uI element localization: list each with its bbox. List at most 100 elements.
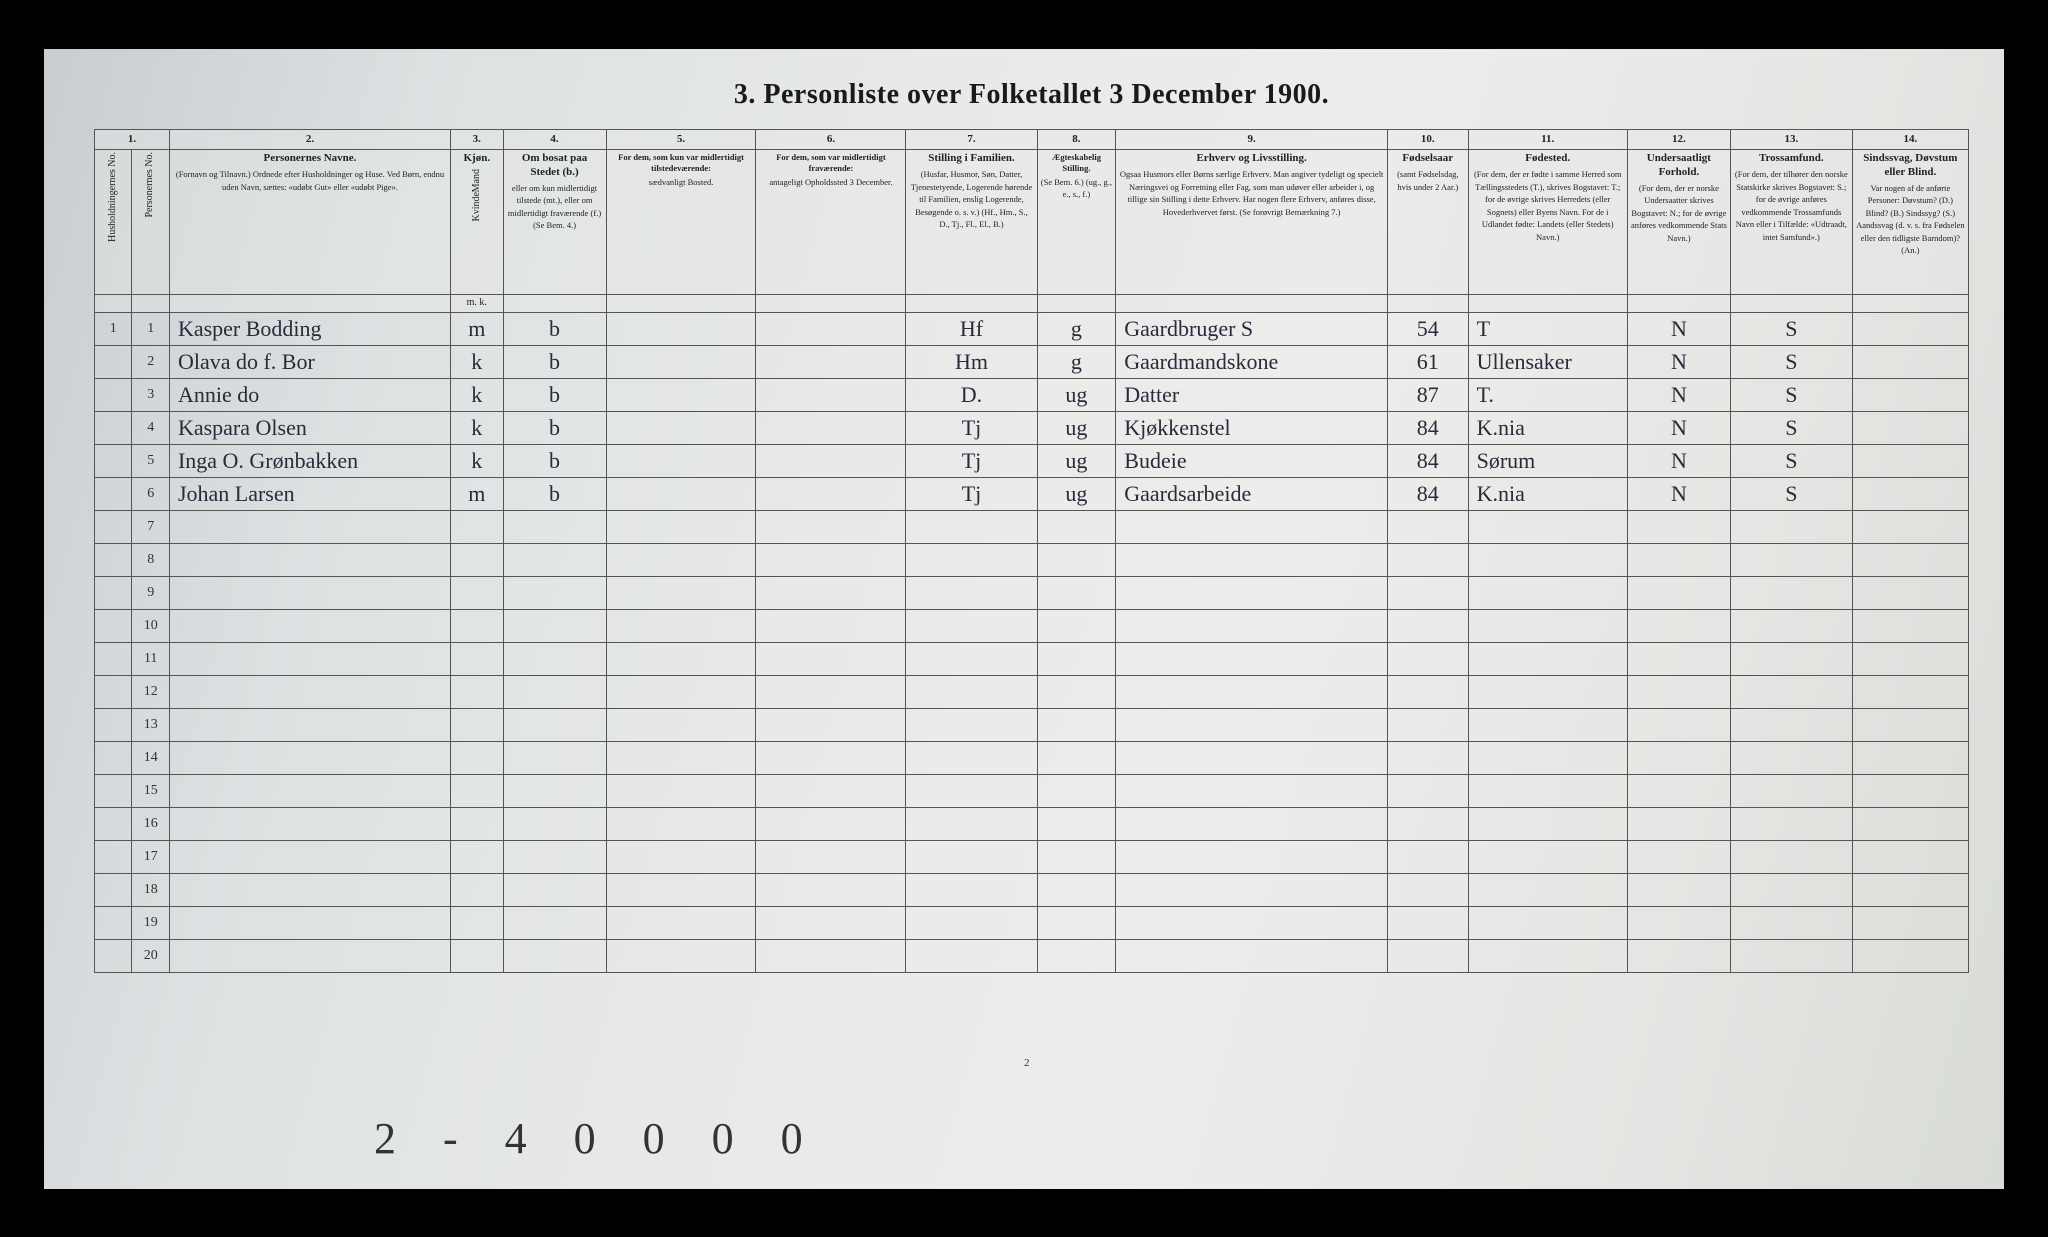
cell-empty <box>756 939 906 972</box>
cell-empty <box>1730 807 1852 840</box>
hdr-family-position: Stilling i Familien. (Husfar, Husmor, Sø… <box>906 150 1037 295</box>
cell-empty <box>606 741 756 774</box>
colnum-6: 6. <box>756 129 906 150</box>
cell-empty <box>1730 609 1852 642</box>
cell-empty <box>1852 840 1968 873</box>
cell-empty <box>606 708 756 741</box>
cell-empty <box>1037 642 1116 675</box>
cell-occ: Gaardsarbeide <box>1116 477 1388 510</box>
cell-empty <box>1116 609 1388 642</box>
colnum-7: 7. <box>906 129 1037 150</box>
table-row-empty: 17 <box>95 840 1969 873</box>
cell-empty <box>756 906 906 939</box>
cell-empty <box>1037 873 1116 906</box>
cell-empty <box>95 543 132 576</box>
cell-hh <box>95 444 132 477</box>
table-row-empty: 18 <box>95 873 1969 906</box>
cell-occ: Datter <box>1116 378 1388 411</box>
table-row: 11Kasper BoddingmbHfgGaardbruger S54TNS <box>95 312 1969 345</box>
cell-empty <box>169 873 450 906</box>
cell-born: 54 <box>1388 312 1469 345</box>
cell-empty <box>1388 939 1469 972</box>
cell-empty <box>451 840 503 873</box>
cell-empty <box>1627 708 1730 741</box>
colnum-1: 1. <box>95 129 170 150</box>
cell-empty <box>1627 609 1730 642</box>
table-row-empty: 9 <box>95 576 1969 609</box>
colnum-11: 11. <box>1468 129 1627 150</box>
cell-away <box>606 312 756 345</box>
cell-dis <box>1852 378 1968 411</box>
cell-empty <box>756 807 906 840</box>
cell-empty <box>451 774 503 807</box>
cell-empty <box>1468 708 1627 741</box>
table-row-empty: 20 <box>95 939 1969 972</box>
cell-away <box>606 378 756 411</box>
cell-absent <box>756 312 906 345</box>
cell-empty <box>169 807 450 840</box>
hdr-marital: Ægteskabelig Stilling. (Se Bem. 6.) (ug.… <box>1037 150 1116 295</box>
cell-empty <box>1627 510 1730 543</box>
cell-empty <box>606 774 756 807</box>
cell-away <box>606 444 756 477</box>
cell-birthplace: T. <box>1468 378 1627 411</box>
cell-empty <box>1116 906 1388 939</box>
cell-empty: 7 <box>132 510 169 543</box>
table-row-empty: 15 <box>95 774 1969 807</box>
cell-empty <box>451 609 503 642</box>
cell-empty <box>1468 642 1627 675</box>
cell-empty: 11 <box>132 642 169 675</box>
cell-empty <box>756 873 906 906</box>
cell-empty <box>169 510 450 543</box>
cell-empty <box>169 609 450 642</box>
cell-rel: S <box>1730 411 1852 444</box>
cell-empty <box>1627 906 1730 939</box>
cell-empty <box>606 576 756 609</box>
colnum-9: 9. <box>1116 129 1388 150</box>
cell-empty: 18 <box>132 873 169 906</box>
hdr-disability: Sindssvag, Døvstum eller Blind. Var noge… <box>1852 150 1968 295</box>
cell-empty <box>95 840 132 873</box>
cell-empty <box>95 642 132 675</box>
cell-empty <box>451 708 503 741</box>
cell-away <box>606 477 756 510</box>
cell-empty <box>1037 675 1116 708</box>
cell-empty <box>1852 510 1968 543</box>
cell-sex: m <box>451 312 503 345</box>
cell-name: Johan Larsen <box>169 477 450 510</box>
cell-empty <box>1730 873 1852 906</box>
cell-empty <box>1037 939 1116 972</box>
cell-empty <box>906 774 1037 807</box>
cell-empty <box>606 873 756 906</box>
cell-empty <box>503 741 606 774</box>
cell-empty: 10 <box>132 609 169 642</box>
cell-empty <box>95 708 132 741</box>
cell-res: b <box>503 444 606 477</box>
cell-empty <box>1730 939 1852 972</box>
cell-fam: Tj <box>906 477 1037 510</box>
cell-empty <box>1037 576 1116 609</box>
cell-empty <box>606 840 756 873</box>
cell-empty <box>1468 576 1627 609</box>
cell-empty <box>169 675 450 708</box>
cell-empty <box>1116 576 1388 609</box>
colnum-8: 8. <box>1037 129 1116 150</box>
cell-empty <box>1116 708 1388 741</box>
cell-fam: Hm <box>906 345 1037 378</box>
census-page: 3. Personliste over Folketallet 3 Decemb… <box>44 49 2004 1189</box>
cell-empty <box>1730 675 1852 708</box>
cell-sex: k <box>451 345 503 378</box>
cell-mar: ug <box>1037 477 1116 510</box>
cell-birthplace: Ullensaker <box>1468 345 1627 378</box>
cell-empty <box>1730 642 1852 675</box>
table-row-empty: 16 <box>95 807 1969 840</box>
cell-nat: N <box>1627 378 1730 411</box>
cell-empty <box>1388 774 1469 807</box>
cell-empty <box>169 906 450 939</box>
cell-empty <box>1730 774 1852 807</box>
cell-res: b <box>503 345 606 378</box>
cell-empty <box>1037 543 1116 576</box>
cell-empty <box>906 675 1037 708</box>
cell-empty <box>503 906 606 939</box>
hdr-nationality: Undersaatligt Forhold. (For dem, der er … <box>1627 150 1730 295</box>
